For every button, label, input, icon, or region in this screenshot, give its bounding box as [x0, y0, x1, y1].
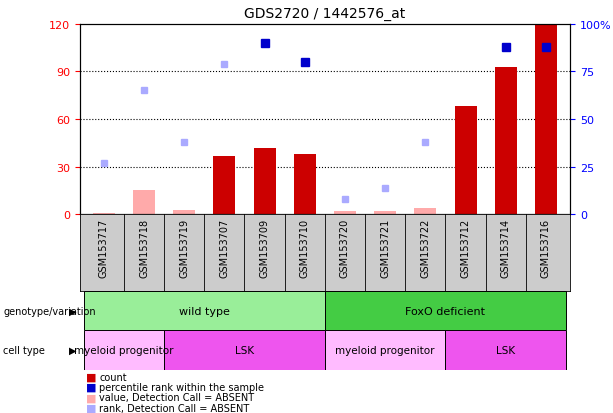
Text: count: count	[99, 372, 127, 382]
Text: GSM153709: GSM153709	[259, 218, 270, 278]
Text: ■: ■	[86, 392, 96, 402]
Text: myeloid progenitor: myeloid progenitor	[74, 345, 173, 355]
Text: cell type: cell type	[3, 345, 45, 355]
Text: FoxO deficient: FoxO deficient	[405, 306, 485, 316]
Text: GSM153716: GSM153716	[541, 218, 551, 278]
Text: myeloid progenitor: myeloid progenitor	[335, 345, 435, 355]
Text: ■: ■	[86, 382, 96, 392]
Text: GSM153718: GSM153718	[139, 218, 149, 278]
Bar	[133, 191, 155, 215]
Text: genotype/variation: genotype/variation	[3, 306, 96, 316]
Text: ■: ■	[86, 372, 96, 382]
Bar	[254, 148, 276, 215]
Bar	[325, 291, 566, 330]
Bar	[414, 209, 436, 215]
Bar	[213, 156, 235, 215]
Bar	[495, 68, 517, 215]
Text: wild type: wild type	[179, 306, 230, 316]
Bar	[164, 330, 325, 370]
Text: rank, Detection Call = ABSENT: rank, Detection Call = ABSENT	[99, 403, 249, 413]
Bar	[535, 25, 557, 215]
Bar	[294, 154, 316, 215]
Text: GSM153714: GSM153714	[501, 218, 511, 278]
Text: GSM153712: GSM153712	[460, 218, 471, 278]
Bar	[84, 330, 164, 370]
Text: ▶: ▶	[69, 306, 76, 316]
Bar	[93, 213, 115, 215]
Bar	[84, 291, 325, 330]
Text: ■: ■	[86, 403, 96, 413]
Title: GDS2720 / 1442576_at: GDS2720 / 1442576_at	[244, 7, 406, 21]
Bar	[454, 107, 477, 215]
Text: value, Detection Call = ABSENT: value, Detection Call = ABSENT	[99, 392, 254, 402]
Text: LSK: LSK	[235, 345, 254, 355]
Text: GSM153720: GSM153720	[340, 218, 350, 278]
Text: GSM153710: GSM153710	[300, 218, 310, 278]
Bar	[446, 330, 566, 370]
Text: LSK: LSK	[496, 345, 516, 355]
Text: percentile rank within the sample: percentile rank within the sample	[99, 382, 264, 392]
Text: GSM153721: GSM153721	[380, 218, 390, 278]
Text: GSM153717: GSM153717	[99, 218, 109, 278]
Text: GSM153719: GSM153719	[179, 218, 189, 278]
Bar	[334, 211, 356, 215]
Bar	[374, 211, 396, 215]
Bar	[325, 330, 446, 370]
Text: ▶: ▶	[69, 345, 76, 355]
Text: GSM153707: GSM153707	[219, 218, 229, 278]
Text: GSM153722: GSM153722	[421, 218, 430, 278]
Bar	[173, 210, 196, 215]
